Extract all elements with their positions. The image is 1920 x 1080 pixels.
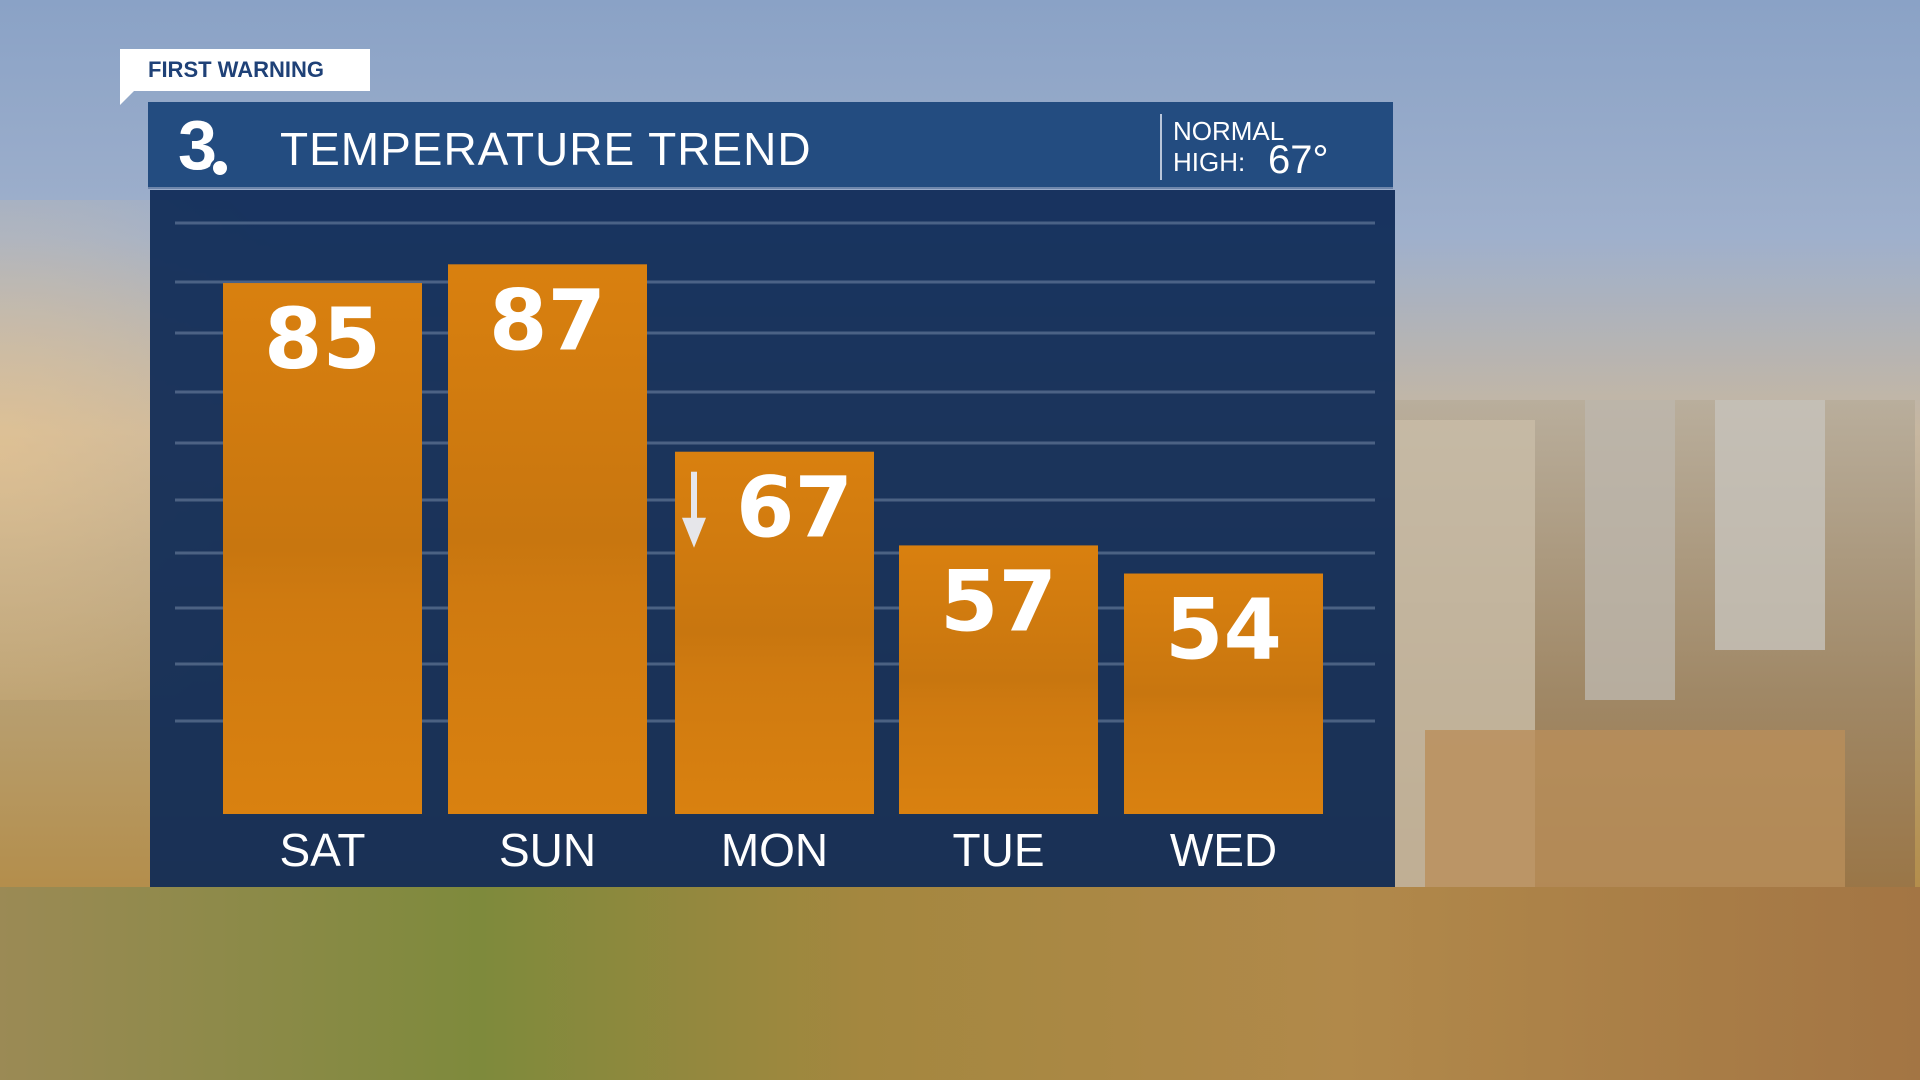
temperature-chart: 85 SAT 87 SUN 67 MON 57 TUE 54 WED [175, 221, 1375, 876]
city-background [1395, 400, 1915, 887]
down-arrow-icon [682, 471, 706, 548]
header-bar: 3 TEMPERATURE TREND NORMAL HIGH: 67° [148, 102, 1393, 189]
day-label: SUN [499, 824, 596, 876]
station-logo: 3 [178, 108, 230, 183]
day-label: TUE [953, 824, 1045, 876]
bar-value-label: 87 [489, 271, 606, 369]
bar-value-label: 67 [736, 459, 853, 557]
cbs-eye-icon [210, 158, 230, 178]
bar-sun [448, 264, 647, 814]
day-label: WED [1170, 824, 1277, 876]
normal-label: NORMAL [1173, 116, 1285, 146]
bar-mon [675, 451, 874, 814]
high-label: HIGH: [1173, 147, 1246, 177]
page-title: TEMPERATURE TREND [280, 123, 812, 175]
day-label: SAT [279, 824, 365, 876]
first-warning-tag: FIRST WARNING [120, 49, 370, 105]
normal-high-value: 67° [1268, 138, 1329, 182]
bar-value-label: 57 [940, 552, 1057, 650]
divider [1160, 114, 1162, 180]
bar-sat [223, 283, 422, 814]
ground-background [0, 887, 1920, 1080]
bar-value-label: 54 [1165, 581, 1282, 679]
bar-value-label: 85 [264, 290, 381, 388]
bar-tue [899, 545, 1098, 814]
day-label: MON [721, 824, 828, 876]
bar-wed [1124, 573, 1323, 814]
